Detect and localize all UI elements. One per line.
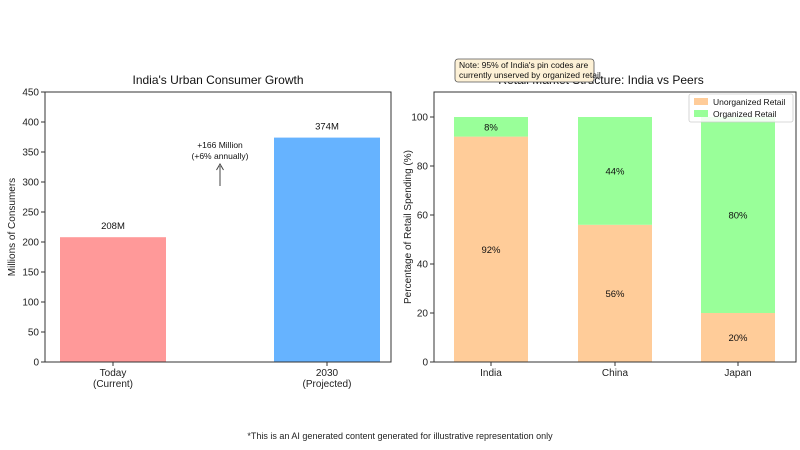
left-y-tick-label: 0 (33, 358, 39, 369)
left-chart: India's Urban Consumer Growth 208M 374M 0… (7, 73, 392, 390)
left-y-tick-label: 100 (22, 298, 39, 309)
footer-disclaimer: *This is an AI generated content generat… (247, 431, 553, 441)
growth-annotation-line2: (+6% annually) (192, 151, 249, 161)
legend-swatch-unorganized (694, 98, 708, 105)
note-box-background (454, 58, 595, 83)
unorganized-retail-bar (578, 224, 652, 362)
right-chart: Retail Market Structure: India vs Peers … (403, 58, 797, 379)
unorganized-retail-bar (454, 136, 528, 362)
right-x-tick-label: India (480, 368, 502, 379)
note-line1: Note: 95% of India's pin codes are (459, 60, 588, 70)
legend-swatch-organized (694, 110, 708, 117)
left-y-tick-label: 350 (22, 148, 39, 159)
left-x-tick-label-sub: (Projected) (303, 379, 352, 390)
left-y-tick-label: 250 (22, 208, 39, 219)
left-y-tick-label: 150 (22, 268, 39, 279)
left-plot-frame (44, 91, 392, 363)
left-bar (60, 237, 166, 362)
growth-arrow-head-icon (216, 163, 224, 171)
left-y-tick-label: 50 (28, 328, 40, 339)
left-x-tick-label: Today (100, 368, 127, 379)
unorganized-value-label: 56% (605, 289, 625, 300)
right-y-tick-label: 80 (417, 162, 429, 173)
right-y-tick-label: 0 (422, 358, 428, 369)
unorganized-value-label: 20% (728, 333, 748, 344)
legend-label-unorganized: Unorganized Retail (713, 97, 785, 107)
organized-value-label: 44% (605, 166, 625, 177)
left-chart-title: India's Urban Consumer Growth (132, 73, 303, 87)
right-y-tick-label: 60 (417, 211, 429, 222)
right-y-tick-label: 40 (417, 260, 429, 271)
left-y-tick-label: 200 (22, 238, 39, 249)
legend-box (688, 93, 794, 123)
growth-annotation-line1: +166 Million (197, 140, 243, 150)
organized-retail-bar (454, 117, 528, 137)
right-y-axis-label: Percentage of Retail Spending (%) (403, 150, 414, 304)
organized-retail-bar (701, 117, 775, 313)
left-y-axis-label: Millions of Consumers (7, 178, 18, 276)
growth-annotation: +166 Million (+6% annually) (192, 140, 249, 186)
left-bar (274, 137, 380, 362)
right-y-tick-label: 100 (411, 113, 428, 124)
left-x-tick-label: 2030 (316, 368, 339, 379)
legend-label-organized: Organized Retail (713, 109, 776, 119)
organized-retail-bar (578, 117, 652, 225)
right-x-tick-label: Japan (724, 368, 751, 379)
left-y-tick-label: 450 (22, 88, 39, 99)
right-x-tick-label: China (602, 368, 629, 379)
left-y-tick-label: 300 (22, 178, 39, 189)
left-y-tick-label: 400 (22, 118, 39, 129)
right-y-tick-label: 20 (417, 309, 429, 320)
left-x-tick-label-sub: (Current) (93, 379, 133, 390)
organized-value-label: 8% (484, 122, 498, 133)
left-bar-value-label: 374M (315, 122, 339, 133)
note-line2: currently unserved by organized retail. (459, 70, 603, 80)
legend: Unorganized Retail Organized Retail (688, 93, 794, 123)
note-box: Note: 95% of India's pin codes are curre… (454, 58, 603, 83)
unorganized-value-label: 92% (481, 245, 501, 256)
organized-value-label: 80% (728, 211, 748, 222)
unorganized-retail-bar (701, 313, 775, 362)
left-bar-value-label: 208M (101, 221, 125, 232)
